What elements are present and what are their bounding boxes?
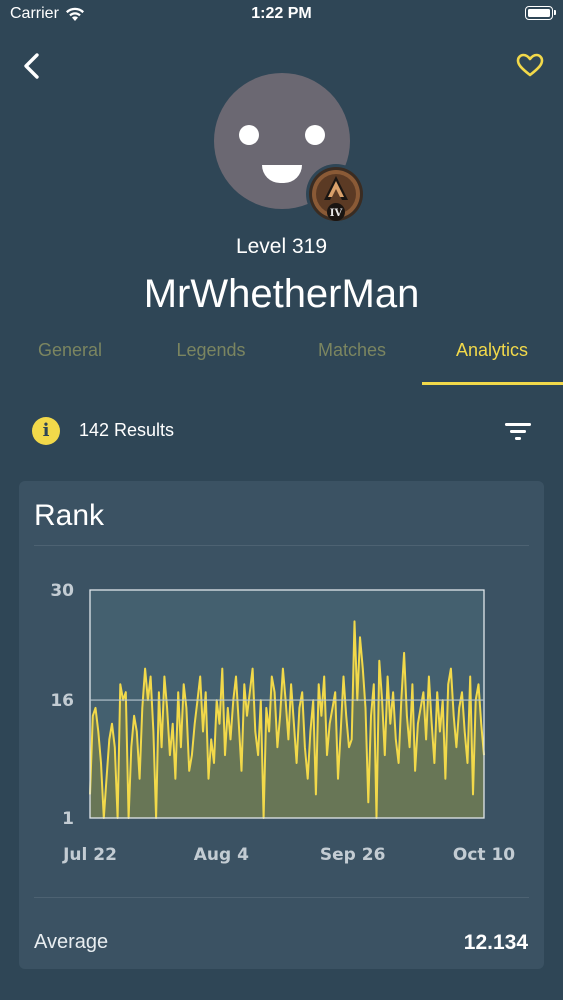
back-button[interactable]	[18, 50, 48, 82]
results-row: i 142 Results	[0, 410, 563, 452]
status-bar: Carrier 1:22 PM	[0, 0, 563, 30]
x-tick-label: Oct 10	[453, 845, 515, 865]
tab-legends[interactable]: Legends	[176, 340, 246, 360]
rank-badge-icon: IV	[306, 164, 366, 224]
info-icon[interactable]: i	[32, 417, 60, 445]
active-tab-indicator	[422, 382, 563, 385]
favorite-button[interactable]	[515, 50, 545, 82]
x-tick-label: Sep 26	[320, 845, 386, 865]
rank-chart: 30 16 1 Jul 22 Aug 4 Sep 26 Oct 10	[50, 581, 515, 865]
rank-series-line	[89, 620, 485, 819]
player-level: Level 319	[235, 235, 328, 258]
y-tick-label: 30	[50, 581, 74, 601]
battery-icon	[525, 6, 556, 20]
divider	[34, 545, 529, 546]
avatar-eye-right	[305, 125, 325, 145]
avatar-mouth	[262, 165, 302, 183]
tab-analytics[interactable]: Analytics	[455, 340, 529, 360]
rank-card: Rank 30 16 1 Jul 22 Aug 4 Sep 26 Oct 10 Avera…	[19, 481, 544, 969]
wifi-icon	[65, 7, 84, 21]
filter-icon	[505, 423, 531, 440]
status-time: 1:22 PM	[251, 5, 312, 22]
tab-general[interactable]: General	[37, 340, 103, 360]
rank-card-title: Rank	[34, 499, 105, 532]
chevron-left-icon	[24, 53, 39, 79]
y-tick-label: 16	[50, 691, 74, 711]
average-value: 12.134	[463, 931, 528, 954]
player-username: MrWhetherMan	[143, 272, 420, 316]
divider	[34, 897, 529, 898]
results-count: 142 Results	[79, 420, 175, 440]
carrier: Carrier	[10, 5, 85, 23]
rank-badge-label: IV	[330, 208, 343, 219]
average-label: Average	[34, 931, 109, 953]
x-tick-label: Aug 4	[194, 845, 249, 865]
y-tick-label: 1	[62, 809, 74, 829]
tab-matches[interactable]: Matches	[317, 340, 387, 360]
heart-icon	[516, 53, 544, 77]
carrier-label: Carrier	[10, 5, 59, 22]
x-tick-label: Jul 22	[62, 845, 117, 865]
avatar-eye-left	[239, 125, 259, 145]
plot-frame	[89, 589, 485, 819]
tab-bar: General Legends Matches Analytics	[0, 332, 563, 386]
filter-button[interactable]	[503, 418, 533, 444]
